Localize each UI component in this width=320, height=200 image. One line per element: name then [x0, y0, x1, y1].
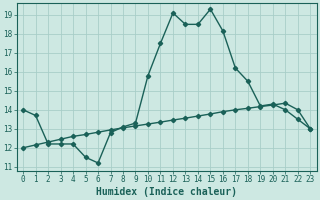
X-axis label: Humidex (Indice chaleur): Humidex (Indice chaleur) — [96, 186, 237, 197]
